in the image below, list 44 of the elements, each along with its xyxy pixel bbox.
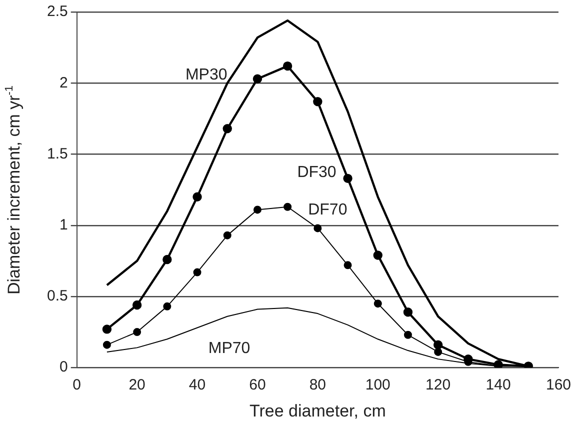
point bbox=[314, 224, 322, 232]
x-tick-label: 160 bbox=[546, 376, 571, 394]
y-tick-label: 2.5 bbox=[46, 3, 68, 20]
point bbox=[192, 192, 202, 202]
x-tick-label: 80 bbox=[309, 376, 326, 394]
y-tick-label: 1.5 bbox=[46, 145, 68, 162]
point bbox=[344, 261, 352, 270]
point bbox=[163, 302, 172, 310]
x-tick-label: 100 bbox=[365, 376, 390, 394]
series-label: DF70 bbox=[308, 202, 348, 219]
x-tick-label: 60 bbox=[249, 376, 266, 394]
series-label: MP70 bbox=[208, 340, 250, 358]
y-tick-label: 0 bbox=[60, 358, 68, 376]
y-tick-label: 2 bbox=[60, 74, 68, 92]
point bbox=[374, 300, 382, 308]
x-tick-label: 140 bbox=[486, 376, 511, 394]
point bbox=[132, 300, 142, 310]
x-tick-label: 40 bbox=[188, 376, 206, 394]
x-tick-label: 20 bbox=[128, 376, 146, 394]
series-label: MP30 bbox=[185, 66, 228, 84]
point bbox=[433, 340, 443, 350]
x-tick-label: 0 bbox=[72, 376, 82, 394]
point bbox=[282, 61, 292, 71]
point bbox=[133, 328, 142, 336]
point bbox=[403, 308, 413, 317]
y-tick-label: 1 bbox=[60, 216, 68, 234]
point bbox=[102, 340, 111, 349]
y-tick-label: 0.5 bbox=[46, 288, 68, 305]
point bbox=[193, 268, 202, 276]
point bbox=[252, 74, 262, 84]
point bbox=[343, 174, 352, 184]
point bbox=[223, 231, 232, 240]
point bbox=[222, 124, 232, 134]
point bbox=[404, 330, 412, 339]
point bbox=[102, 324, 112, 334]
point bbox=[162, 254, 172, 264]
point bbox=[284, 202, 292, 211]
x-axis-title: Tree diameter, cm bbox=[249, 401, 386, 420]
point bbox=[373, 250, 382, 260]
x-tick-label: 120 bbox=[426, 376, 451, 394]
series-label: DF30 bbox=[297, 164, 336, 181]
point bbox=[434, 348, 442, 356]
point bbox=[313, 97, 322, 106]
point bbox=[253, 206, 262, 214]
